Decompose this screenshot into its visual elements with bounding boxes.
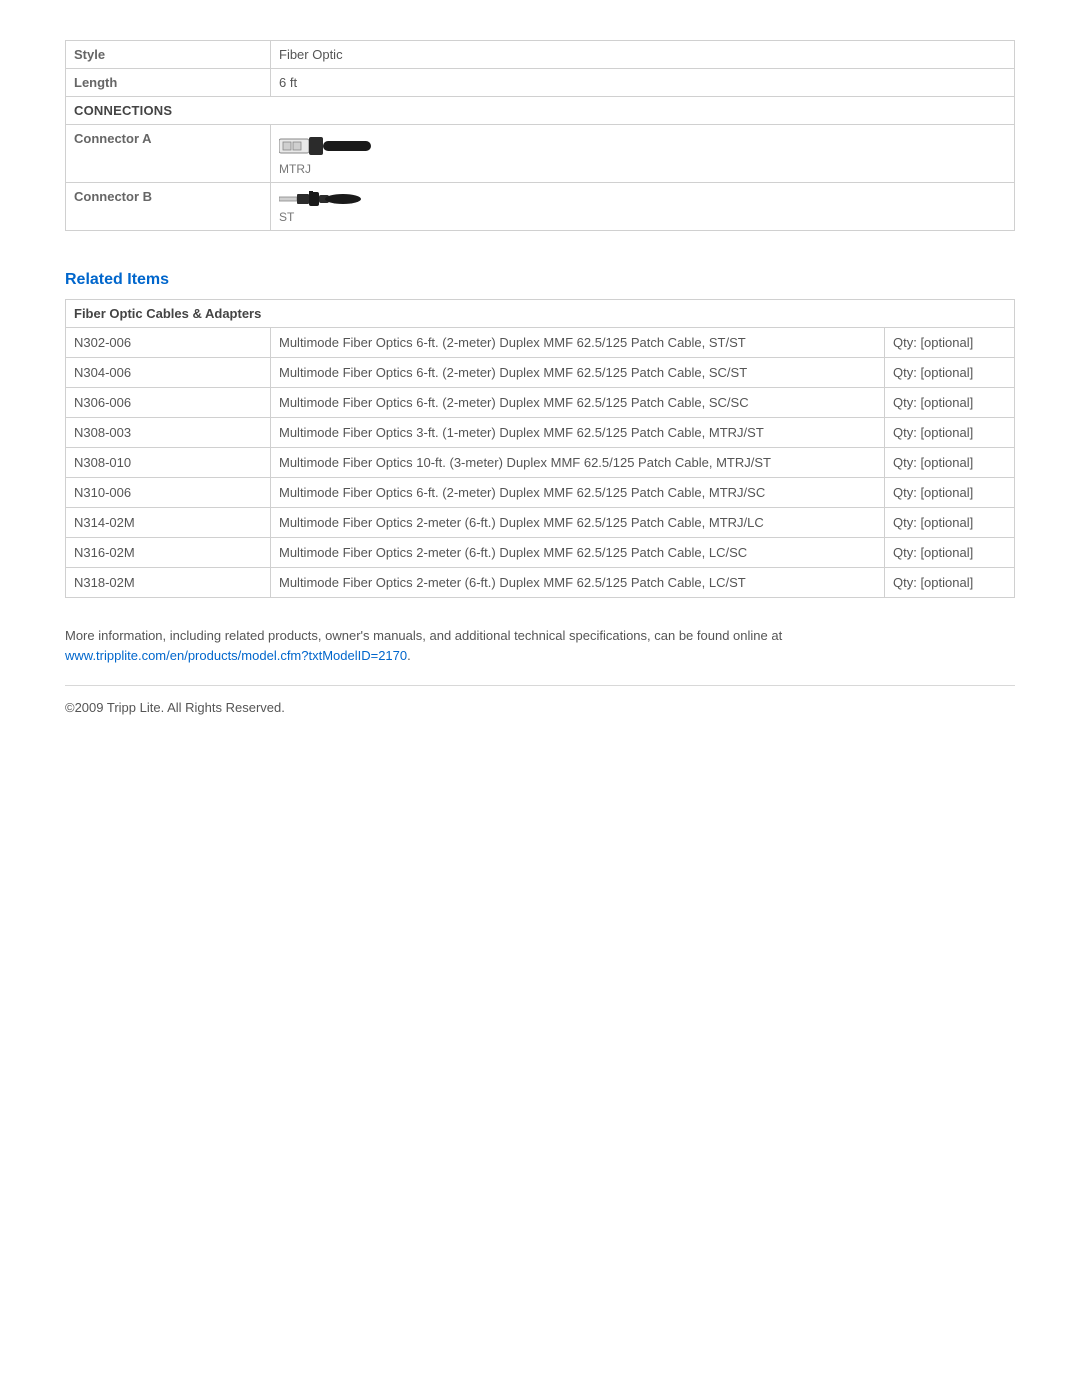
related-item-row: N318-02MMultimode Fiber Optics 2-meter (… bbox=[66, 568, 1015, 598]
related-item-description: Multimode Fiber Optics 6-ft. (2-meter) D… bbox=[271, 388, 885, 418]
product-link[interactable]: www.tripplite.com/en/products/model.cfm?… bbox=[65, 648, 407, 663]
related-item-description: Multimode Fiber Optics 3-ft. (1-meter) D… bbox=[271, 418, 885, 448]
related-item-model: N316-02M bbox=[66, 538, 271, 568]
connector-b-caption: ST bbox=[279, 210, 294, 224]
related-item-row: N314-02MMultimode Fiber Optics 2-meter (… bbox=[66, 508, 1015, 538]
mtrj-connector-icon bbox=[279, 131, 371, 161]
related-item-row: N306-006Multimode Fiber Optics 6-ft. (2-… bbox=[66, 388, 1015, 418]
related-item-model: N308-003 bbox=[66, 418, 271, 448]
related-item-model: N304-006 bbox=[66, 358, 271, 388]
related-item-qty: Qty: [optional] bbox=[885, 358, 1015, 388]
related-item-qty: Qty: [optional] bbox=[885, 568, 1015, 598]
connector-b-cell: ST bbox=[271, 183, 1015, 231]
related-item-qty: Qty: [optional] bbox=[885, 448, 1015, 478]
copyright-text: ©2009 Tripp Lite. All Rights Reserved. bbox=[65, 700, 1015, 715]
st-connector-icon bbox=[279, 189, 371, 209]
spec-label: Length bbox=[66, 69, 271, 97]
related-item-qty: Qty: [optional] bbox=[885, 508, 1015, 538]
related-item-description: Multimode Fiber Optics 2-meter (6-ft.) D… bbox=[271, 538, 885, 568]
more-info-text: More information, including related prod… bbox=[65, 628, 782, 643]
connector-a-label: Connector A bbox=[66, 125, 271, 183]
spec-label: Style bbox=[66, 41, 271, 69]
related-item-qty: Qty: [optional] bbox=[885, 388, 1015, 418]
connector-a-row: Connector A MTRJ bbox=[66, 125, 1015, 183]
specifications-table: Style Fiber Optic Length 6 ft CONNECTION… bbox=[65, 40, 1015, 231]
link-period: . bbox=[407, 648, 411, 663]
spec-section-row: CONNECTIONS bbox=[66, 97, 1015, 125]
related-item-model: N308-010 bbox=[66, 448, 271, 478]
related-item-description: Multimode Fiber Optics 6-ft. (2-meter) D… bbox=[271, 478, 885, 508]
related-item-model: N302-006 bbox=[66, 328, 271, 358]
related-item-row: N308-010Multimode Fiber Optics 10-ft. (3… bbox=[66, 448, 1015, 478]
related-items-heading: Related Items bbox=[65, 271, 1015, 289]
related-item-row: N304-006Multimode Fiber Optics 6-ft. (2-… bbox=[66, 358, 1015, 388]
spec-value: Fiber Optic bbox=[271, 41, 1015, 69]
related-item-qty: Qty: [optional] bbox=[885, 418, 1015, 448]
connector-a-cell: MTRJ bbox=[271, 125, 1015, 183]
connections-header: CONNECTIONS bbox=[66, 97, 1015, 125]
spec-row: Length 6 ft bbox=[66, 69, 1015, 97]
spec-value: 6 ft bbox=[271, 69, 1015, 97]
related-item-model: N318-02M bbox=[66, 568, 271, 598]
related-item-row: N310-006Multimode Fiber Optics 6-ft. (2-… bbox=[66, 478, 1015, 508]
related-item-description: Multimode Fiber Optics 2-meter (6-ft.) D… bbox=[271, 568, 885, 598]
related-items-table: Fiber Optic Cables & Adapters N302-006Mu… bbox=[65, 299, 1015, 598]
related-item-row: N302-006Multimode Fiber Optics 6-ft. (2-… bbox=[66, 328, 1015, 358]
related-item-model: N306-006 bbox=[66, 388, 271, 418]
related-item-description: Multimode Fiber Optics 10-ft. (3-meter) … bbox=[271, 448, 885, 478]
page-content: Style Fiber Optic Length 6 ft CONNECTION… bbox=[0, 0, 1080, 755]
related-item-row: N316-02MMultimode Fiber Optics 2-meter (… bbox=[66, 538, 1015, 568]
related-item-qty: Qty: [optional] bbox=[885, 328, 1015, 358]
spec-row: Style Fiber Optic bbox=[66, 41, 1015, 69]
connector-a-caption: MTRJ bbox=[279, 162, 311, 176]
connector-b-row: Connector B ST bbox=[66, 183, 1015, 231]
related-item-row: N308-003Multimode Fiber Optics 3-ft. (1-… bbox=[66, 418, 1015, 448]
related-category-header: Fiber Optic Cables & Adapters bbox=[66, 300, 1015, 328]
connector-b-label: Connector B bbox=[66, 183, 271, 231]
related-item-model: N314-02M bbox=[66, 508, 271, 538]
related-item-qty: Qty: [optional] bbox=[885, 478, 1015, 508]
related-item-description: Multimode Fiber Optics 2-meter (6-ft.) D… bbox=[271, 508, 885, 538]
divider bbox=[65, 685, 1015, 686]
related-item-description: Multimode Fiber Optics 6-ft. (2-meter) D… bbox=[271, 358, 885, 388]
related-item-description: Multimode Fiber Optics 6-ft. (2-meter) D… bbox=[271, 328, 885, 358]
related-item-model: N310-006 bbox=[66, 478, 271, 508]
related-category-row: Fiber Optic Cables & Adapters bbox=[66, 300, 1015, 328]
more-info-block: More information, including related prod… bbox=[65, 626, 1015, 665]
related-item-qty: Qty: [optional] bbox=[885, 538, 1015, 568]
